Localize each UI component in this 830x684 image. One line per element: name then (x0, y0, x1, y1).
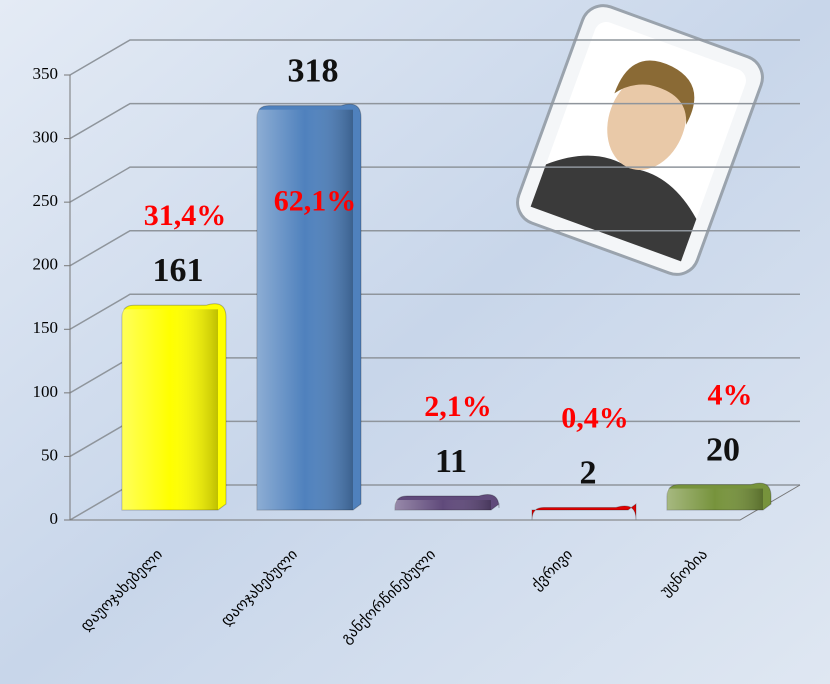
bar-shine (395, 500, 491, 510)
y-tick-label: 50 (41, 445, 58, 464)
y-tick-label: 300 (33, 127, 59, 146)
value-label: 20 (706, 431, 740, 468)
percent-label: 2,1% (424, 390, 492, 423)
y-tick-label: 0 (50, 509, 59, 528)
percent-label: 0,4% (561, 401, 629, 434)
percent-label: 62,1% (274, 185, 357, 218)
y-tick-label: 200 (33, 255, 59, 274)
value-label: 2 (580, 454, 597, 491)
bar-shine (257, 110, 353, 510)
value-label: 161 (153, 252, 204, 289)
y-tick-label: 350 (33, 64, 59, 83)
percent-label: 31,4% (144, 199, 227, 232)
y-tick-label: 100 (33, 382, 59, 401)
y-tick-label: 250 (33, 191, 59, 210)
percent-label: 4% (708, 378, 753, 411)
value-label: 318 (288, 52, 339, 89)
slide: 050100150200250300350დაუოჯახებელი16131,4… (0, 0, 830, 684)
value-label: 11 (435, 443, 467, 480)
y-tick-label: 150 (33, 318, 59, 337)
bar-shine (667, 489, 763, 510)
bar-shine (122, 309, 218, 510)
